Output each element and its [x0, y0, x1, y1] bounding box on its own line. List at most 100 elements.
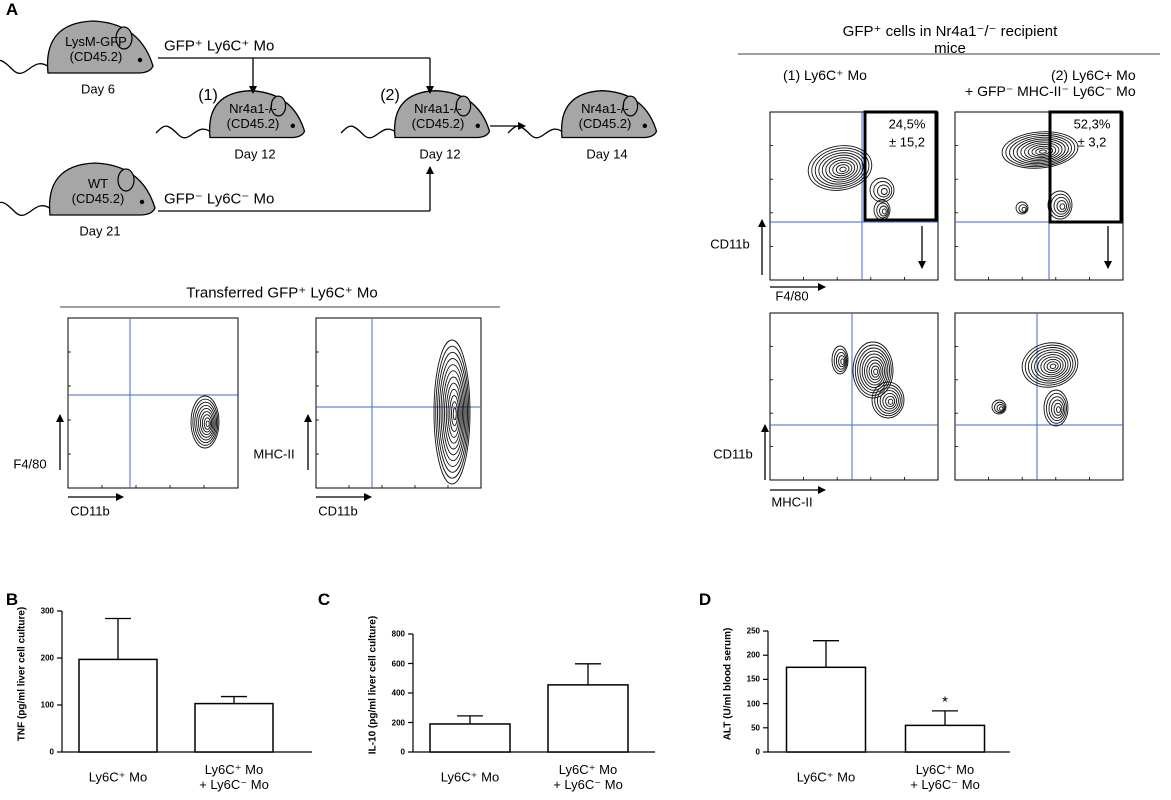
- plot-frame: [769, 312, 939, 481]
- contour: [999, 406, 1004, 411]
- contour: [433, 339, 471, 485]
- contour: [871, 381, 905, 419]
- section-title: Transferred GFP⁺ Ly6C⁺ Mo: [186, 284, 378, 302]
- contour: [833, 348, 848, 373]
- y-tick-label: 200: [40, 653, 54, 663]
- y-tick-label: 400: [391, 688, 405, 698]
- y-tick-label: 600: [391, 658, 405, 668]
- mouse-ear: [117, 168, 135, 192]
- contour: [1021, 206, 1027, 212]
- mouse-label: Nr4a1-/- (CD45.2): [226, 101, 280, 131]
- y-tick-label: 200: [391, 717, 405, 727]
- contour: [1031, 145, 1054, 157]
- contour: [1049, 363, 1057, 369]
- bar: [429, 723, 511, 753]
- contour: [1035, 147, 1050, 156]
- contour: [1056, 406, 1061, 414]
- mouse-eye: [139, 199, 145, 205]
- contour: [1020, 140, 1063, 162]
- contour: [1059, 203, 1066, 210]
- arrow-label: GFP⁺ Ly6C⁺ Mo: [164, 37, 275, 55]
- axis-label: CD11b: [710, 236, 750, 252]
- bar: [785, 666, 867, 753]
- contour: [870, 365, 880, 378]
- contour: [991, 399, 1007, 415]
- mouse-eye: [290, 123, 295, 128]
- mouse-tail: [507, 125, 565, 139]
- y-tick-label: 100: [746, 699, 760, 708]
- group-label: (2) Ly6C+ Mo + GFP⁻ MHC-II⁻ Ly6C⁻ Mo: [965, 66, 1136, 99]
- contour: [192, 398, 219, 446]
- contour: [1027, 144, 1057, 159]
- contour: [881, 208, 887, 215]
- contour: [854, 344, 892, 396]
- contour: [828, 159, 856, 179]
- contour: [194, 401, 218, 444]
- contour: [1043, 389, 1069, 427]
- axis-label: F4/80: [775, 288, 809, 304]
- contour: [196, 404, 216, 441]
- contour: [880, 188, 888, 195]
- contour: [852, 341, 894, 399]
- bar: [904, 724, 986, 753]
- contour: [1048, 396, 1066, 422]
- bar: [78, 658, 158, 753]
- contour: [1021, 342, 1079, 388]
- significance: *: [942, 693, 948, 711]
- mouse-eye: [475, 123, 480, 128]
- bar: [194, 702, 274, 753]
- contour: [882, 392, 898, 410]
- axis-label: F4/80: [13, 456, 47, 472]
- contour: [868, 362, 882, 381]
- contour: [873, 368, 879, 376]
- contour: [1040, 356, 1064, 376]
- mouse-ear: [622, 95, 639, 117]
- y-tick-label: 0: [400, 747, 405, 757]
- contour: [1051, 399, 1064, 419]
- contour: [1056, 200, 1068, 213]
- mouse-eye: [642, 123, 647, 128]
- contour: [1037, 354, 1067, 378]
- section-title: GFP⁺ cells in Nr4a1⁻/⁻ recipient mice: [842, 22, 1058, 57]
- contour: [807, 145, 873, 191]
- contour: [1031, 349, 1071, 382]
- contour: [859, 350, 889, 391]
- plot-frame: [954, 111, 1124, 281]
- x-tick-label: Ly6C⁺ Mo + Ly6C⁻ Mo: [199, 762, 269, 792]
- y-tick-label: 250: [746, 626, 760, 636]
- x-tick-label: Ly6C⁺ Mo: [796, 769, 856, 785]
- contour: [1005, 133, 1076, 168]
- contour: [835, 164, 850, 175]
- contour: [873, 181, 893, 200]
- contour: [1024, 142, 1060, 160]
- y-tick-label: 150: [746, 674, 760, 684]
- panel-letter: A: [5, 0, 19, 20]
- mouse-tail: [155, 125, 213, 139]
- contour: [1024, 344, 1076, 386]
- plot-frame: [315, 317, 482, 489]
- axis-label: MHC-II: [253, 446, 295, 462]
- contour: [825, 157, 858, 181]
- contour: [839, 166, 847, 172]
- contour: [449, 395, 460, 432]
- contour: [840, 358, 845, 365]
- contour: [1047, 190, 1073, 220]
- mouse-ear: [115, 26, 133, 50]
- contour: [1001, 131, 1079, 169]
- axis-label: CD11b: [318, 503, 358, 519]
- contour: [818, 152, 864, 185]
- gate: [1048, 110, 1123, 224]
- contour: [198, 407, 215, 438]
- contour: [885, 395, 896, 408]
- arrow-label: GFP⁻ Ly6C⁻ Mo: [164, 190, 275, 208]
- contour: [1009, 134, 1073, 166]
- contour: [205, 420, 210, 428]
- contour: [821, 154, 861, 183]
- bar: [547, 684, 629, 753]
- mouse-day: Day 12: [419, 146, 461, 162]
- contour: [199, 411, 214, 436]
- contour: [1053, 402, 1063, 416]
- contour: [811, 147, 870, 189]
- contour: [996, 404, 1005, 412]
